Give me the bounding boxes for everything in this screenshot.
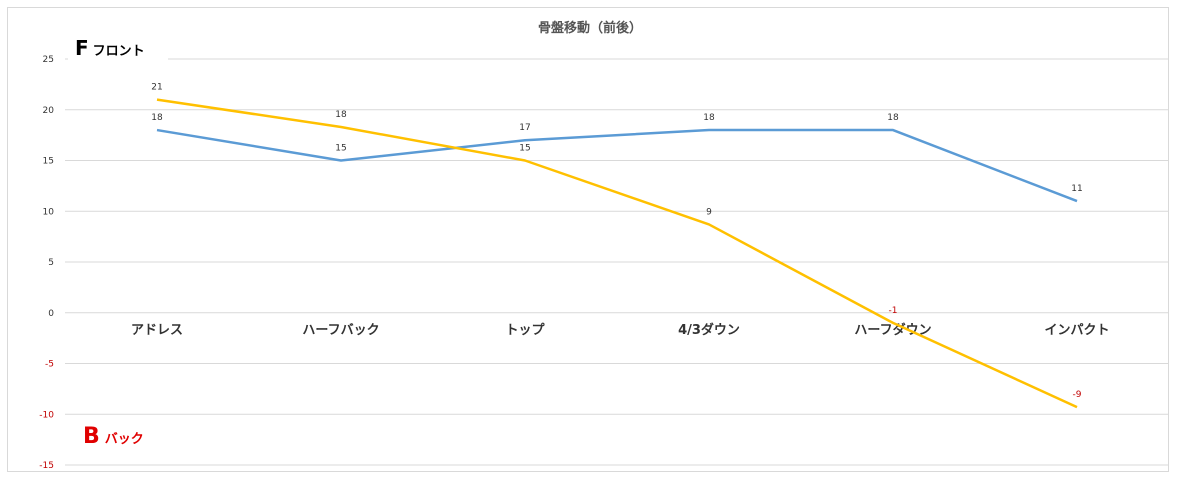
gridlines bbox=[65, 58, 1168, 466]
y-tick-label: -15 bbox=[39, 461, 54, 471]
data-labels: 18 15 17 18 18 11 21 18 15 9 -1 -9 bbox=[151, 83, 1082, 401]
y-tick-label: 25 bbox=[43, 55, 54, 65]
y-tick-label: 5 bbox=[48, 258, 54, 268]
series-line-0 bbox=[156, 128, 1078, 203]
data-label: 15 bbox=[519, 144, 530, 154]
chart-title: 骨盤移動（前後） bbox=[538, 20, 642, 36]
data-label: 11 bbox=[1071, 184, 1082, 194]
data-label: 18 bbox=[703, 113, 715, 123]
data-label: 17 bbox=[519, 123, 530, 133]
y-tick-label: -5 bbox=[45, 360, 54, 370]
front-letter: F bbox=[75, 36, 89, 60]
y-tick-label: 0 bbox=[48, 309, 54, 319]
data-label: -1 bbox=[889, 306, 898, 316]
data-label: 18 bbox=[887, 113, 899, 123]
data-label: 18 bbox=[151, 113, 163, 123]
y-tick-label: 15 bbox=[43, 157, 54, 167]
data-label: 21 bbox=[151, 83, 162, 93]
y-axis-ticks: 25 20 15 10 5 0 -5 -10 -15 bbox=[39, 55, 54, 471]
x-category-label: 4/3ダウン bbox=[678, 322, 740, 338]
x-category-label: アドレス bbox=[131, 323, 183, 338]
front-text: フロント bbox=[93, 44, 145, 59]
x-category-label: ハーフバック bbox=[302, 323, 379, 338]
back-text: バック bbox=[105, 432, 144, 447]
back-annotation: B バック bbox=[83, 424, 144, 449]
front-annotation-bg bbox=[68, 32, 168, 62]
front-annotation: F フロント bbox=[75, 36, 145, 60]
series-lines bbox=[156, 98, 1078, 409]
y-tick-label: 10 bbox=[43, 207, 55, 217]
back-letter: B bbox=[83, 424, 100, 449]
y-tick-label: 20 bbox=[43, 106, 55, 116]
data-label: 9 bbox=[706, 207, 712, 217]
back-annotation-bg bbox=[70, 415, 190, 450]
chart-frame bbox=[7, 7, 1169, 472]
x-category-label: インパクト bbox=[1044, 323, 1109, 338]
data-label: 18 bbox=[335, 110, 347, 120]
series-line-1 bbox=[156, 98, 1078, 409]
x-category-label: ハーフダウン bbox=[854, 322, 931, 338]
y-tick-label: -10 bbox=[39, 410, 54, 420]
data-label: -9 bbox=[1073, 390, 1082, 400]
data-label: 15 bbox=[335, 144, 346, 154]
x-category-label: トップ bbox=[505, 323, 545, 338]
x-axis-categories: アドレス ハーフバック トップ 4/3ダウン ハーフダウン インパクト bbox=[131, 322, 1110, 338]
